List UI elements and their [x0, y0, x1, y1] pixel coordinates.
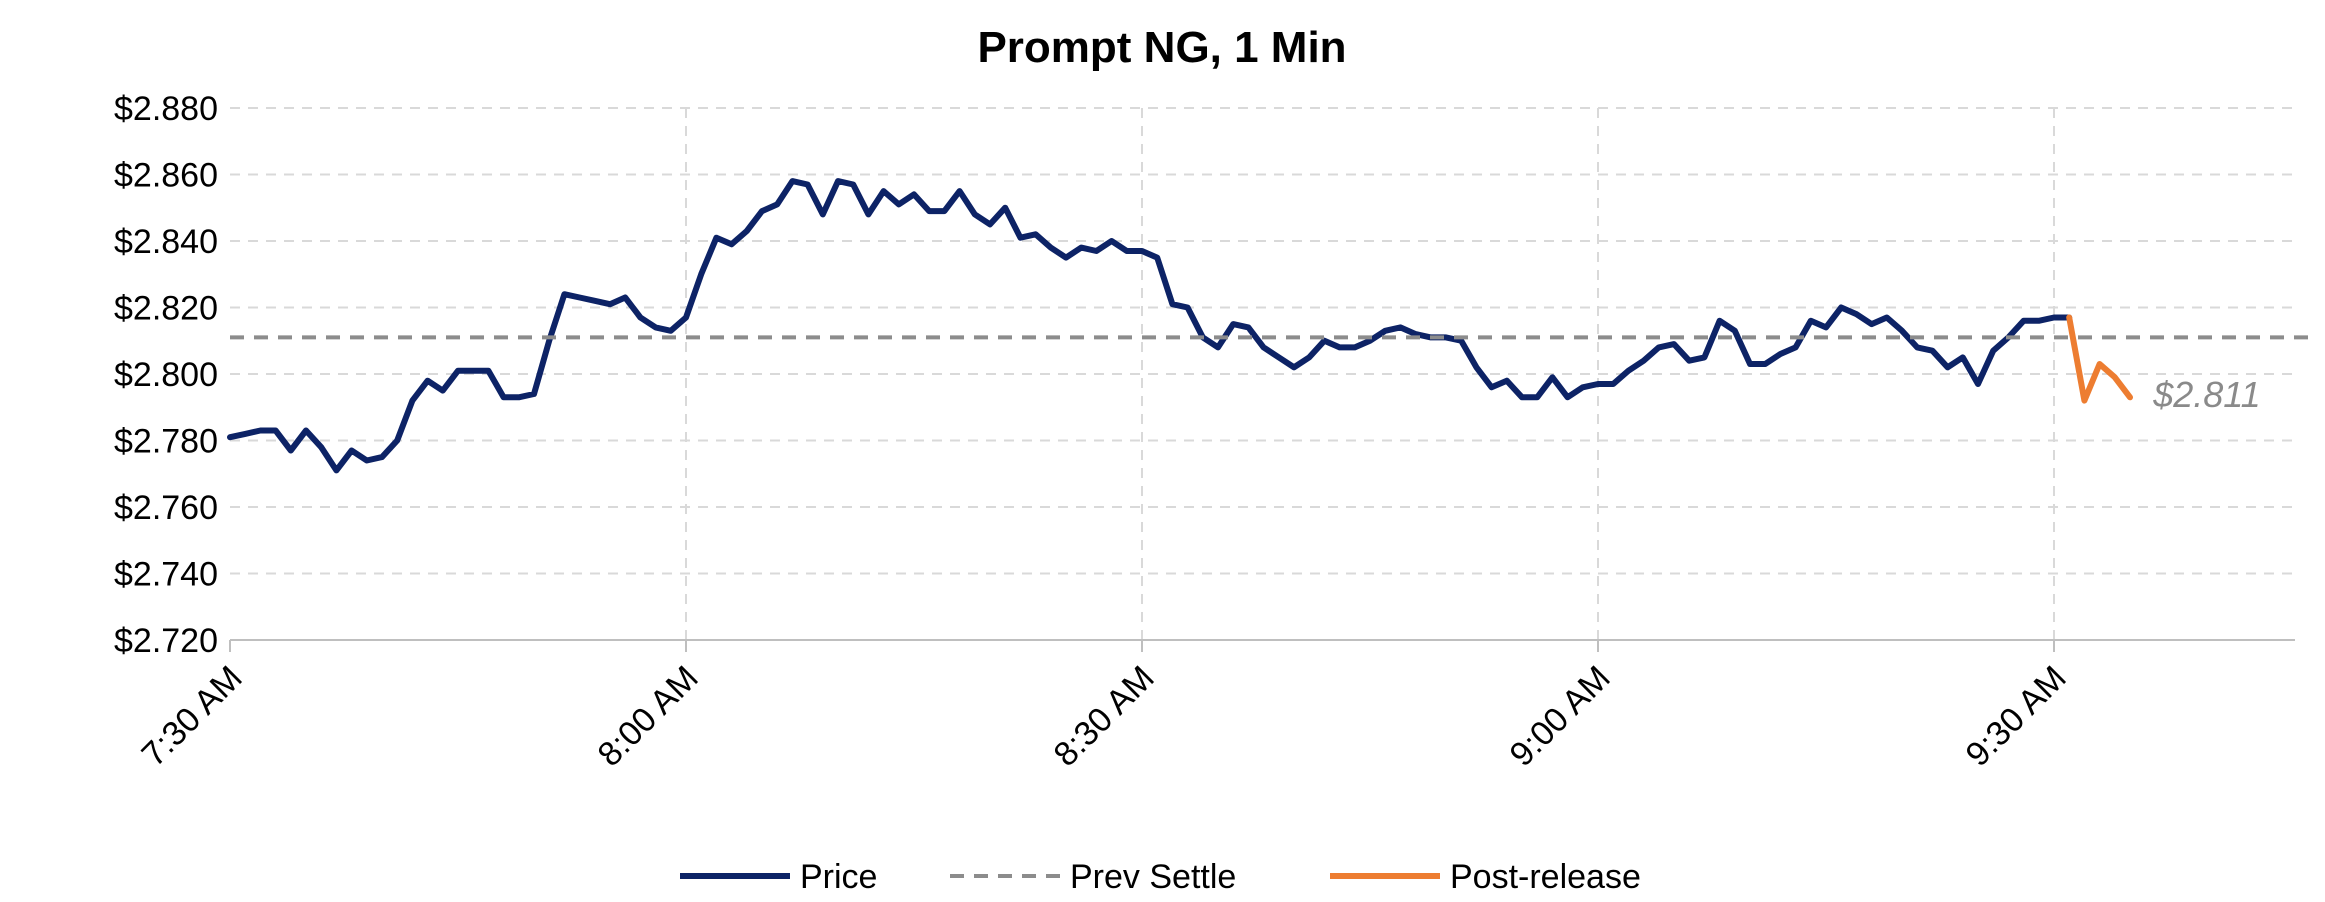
series-line-price [227, 178, 2073, 474]
axes [229, 639, 2295, 652]
y-tick-label: $2.880 [114, 90, 218, 128]
y-tick-label: $2.740 [114, 556, 218, 594]
prev-settle-annotation: $2.811 [2152, 374, 2260, 415]
y-tick-label: $2.800 [114, 356, 218, 394]
x-tick-label: 7:30 AM [135, 659, 250, 774]
x-tick-label: 8:30 AM [1047, 659, 1162, 774]
series [227, 178, 2313, 474]
y-tick-label: $2.780 [114, 423, 218, 461]
chart-title: Prompt NG, 1 Min [977, 23, 1346, 72]
legend-label: Price [800, 858, 877, 896]
x-tick-label: 9:30 AM [1959, 659, 2074, 774]
series-line-post-release [2066, 314, 2133, 404]
legend-label: Post-release [1450, 858, 1641, 896]
legend: Price Prev Settle Post-release [680, 858, 1641, 896]
x-tick-label: 8:00 AM [591, 659, 706, 774]
tick-labels: $2.720 $2.740 $2.760 $2.780 $2.800 $2.820 $2.8… [114, 90, 2074, 774]
y-tick-label: $2.720 [114, 622, 218, 660]
y-tick-label: $2.860 [114, 157, 218, 195]
grid [230, 107, 2295, 640]
legend-label: Prev Settle [1070, 858, 1236, 896]
y-tick-label: $2.840 [114, 223, 218, 261]
x-tick-label: 9:00 AM [1503, 659, 1618, 774]
y-tick-label: $2.760 [114, 489, 218, 527]
y-tick-label: $2.820 [114, 290, 218, 328]
